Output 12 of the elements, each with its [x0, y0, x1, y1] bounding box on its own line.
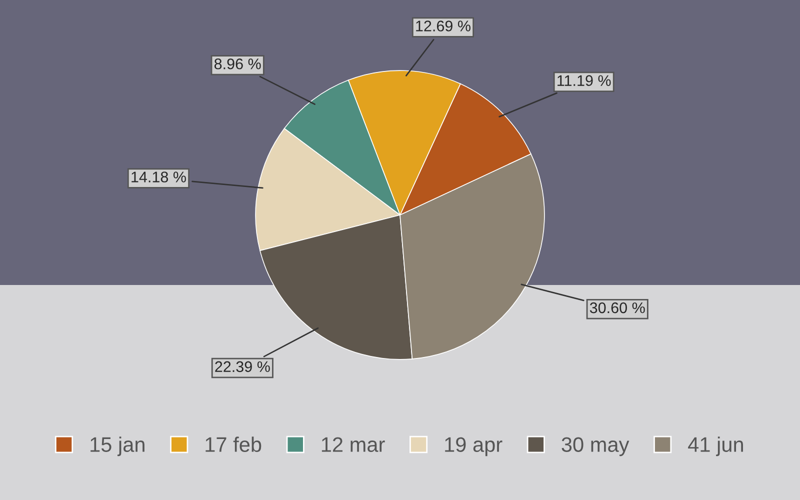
data-label: 12.69 % [416, 20, 470, 32]
legend-label: 41 jun [688, 436, 743, 456]
data-label: 14.18 % [132, 172, 186, 182]
legend-label: 15 jan [90, 436, 144, 456]
legend-label: 19 apr [445, 437, 502, 456]
data-label: 11.19 % [558, 75, 611, 86]
legend-label: 17 feb [206, 436, 262, 452]
data-label: 8.96 % [214, 58, 261, 70]
legend-label: 12 mar [322, 437, 385, 452]
legend-label: 30 may [562, 437, 630, 456]
data-label: 30.60 % [590, 302, 645, 314]
data-label: 22.39 % [215, 361, 270, 372]
